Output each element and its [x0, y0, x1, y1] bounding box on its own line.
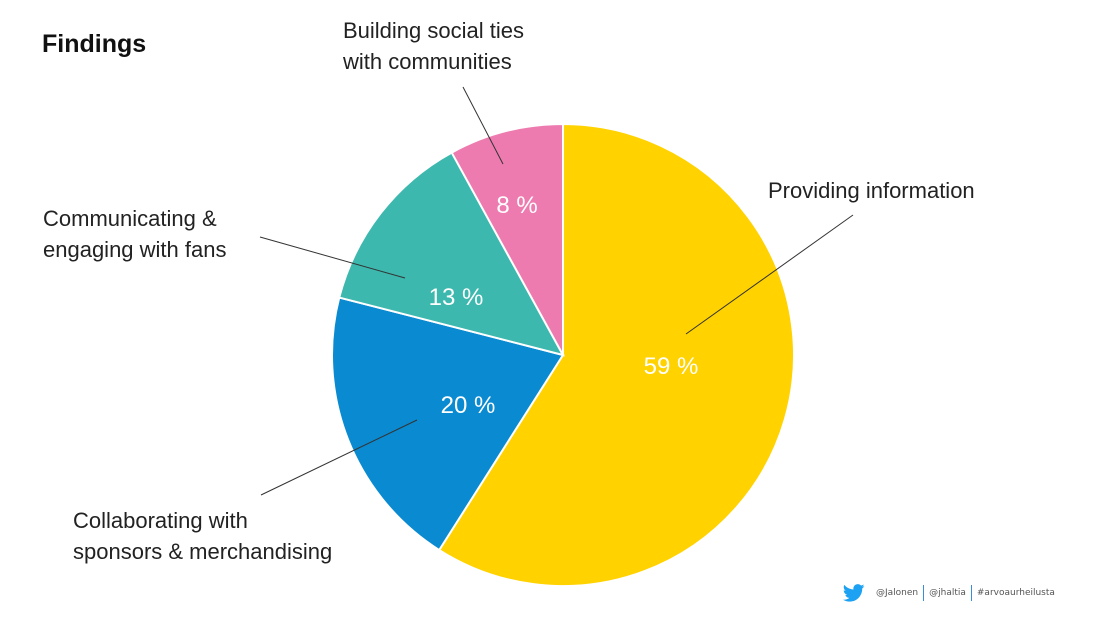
- footer-divider: [970, 585, 972, 601]
- footer-handle: @jhaltia: [929, 588, 966, 598]
- pie-slice: [338, 151, 565, 357]
- slice-percent-label: 8 %: [496, 192, 537, 219]
- footer-divider: [923, 585, 925, 601]
- slice-category-label: Building social ties with communities: [342, 18, 524, 74]
- slice-category-label-line: engaging with fans: [43, 237, 226, 262]
- percentage-labels: 59 % 20 % 13 % 8 %: [429, 192, 699, 419]
- footer-handle: #arvoaurheilusta: [976, 588, 1055, 598]
- slice-category-label-line: Communicating &: [43, 206, 217, 231]
- page-title: Findings: [42, 30, 147, 58]
- pie-slices: [331, 122, 795, 587]
- slice-category-label: Communicating & engaging with fans: [43, 206, 226, 262]
- slice-category-label-line: with communities: [342, 49, 512, 74]
- slice-category-label-line: Providing information: [768, 178, 975, 203]
- pie-slice: [450, 122, 564, 356]
- pie-slice: [331, 296, 565, 552]
- leader-line: [685, 214, 854, 335]
- leader-line: [462, 86, 504, 165]
- leader-line: [260, 419, 418, 496]
- category-labels: Providing information Collaborating with s…: [43, 18, 975, 564]
- slice-percent-label: 13 %: [429, 284, 484, 311]
- slice-category-label: Providing information: [768, 178, 975, 203]
- slice-category-label-line: Building social ties: [343, 18, 524, 43]
- social-footer: @Jalonen @jhaltia #arvoaurheilusta: [843, 584, 1060, 602]
- slice-category-label-line: sponsors & merchandising: [73, 539, 332, 564]
- slice-percent-label: 59 %: [644, 353, 699, 380]
- callout-leader-lines: [259, 86, 854, 496]
- twitter-bird-icon: [843, 584, 865, 602]
- footer-handle: @Jalonen: [876, 588, 919, 598]
- slice-category-label-line: Collaborating with: [73, 508, 248, 533]
- slice-percent-label: 20 %: [441, 392, 496, 419]
- slice-category-label: Collaborating with sponsors & merchandisi…: [73, 508, 332, 564]
- pie-slice: [437, 122, 795, 587]
- leader-line: [259, 236, 406, 279]
